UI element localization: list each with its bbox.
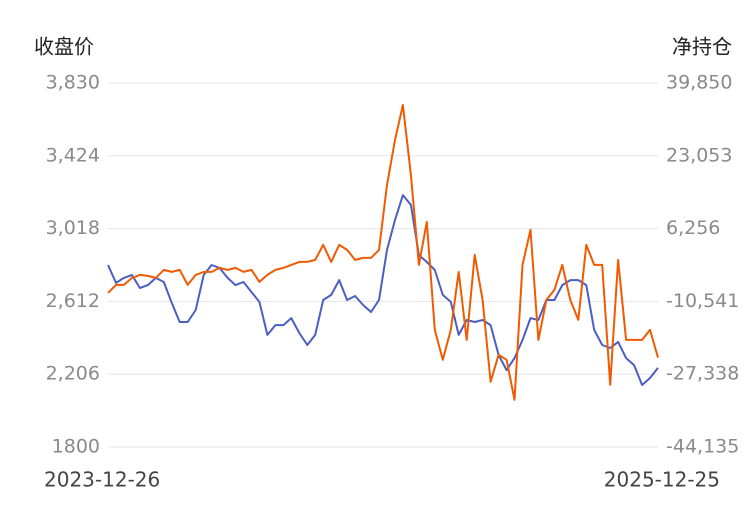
y2-axis-title: 净持仓 bbox=[672, 35, 732, 59]
y2-tick-label: 6,256 bbox=[666, 217, 720, 239]
y2-tick-label: -27,338 bbox=[666, 363, 739, 385]
y-tick-label: 1800 bbox=[52, 436, 100, 458]
y-tick-label: 3,424 bbox=[46, 144, 100, 166]
y2-tick-label: -10,541 bbox=[666, 290, 739, 312]
y2-tick-label: -44,135 bbox=[666, 436, 739, 458]
y-axis-title: 收盘价 bbox=[34, 35, 94, 59]
series-line bbox=[107, 104, 659, 401]
y2-tick-label: 39,850 bbox=[666, 72, 732, 94]
x-tick-label: 2025-12-25 bbox=[604, 468, 720, 492]
y2-tick-label: 23,053 bbox=[666, 144, 732, 166]
x-tick-label: 2023-12-26 bbox=[44, 468, 160, 492]
y-tick-label: 3,018 bbox=[46, 217, 100, 239]
y-tick-label: 2,612 bbox=[46, 290, 100, 312]
y-tick-label: 3,830 bbox=[46, 72, 100, 94]
y-tick-label: 2,206 bbox=[46, 363, 100, 385]
